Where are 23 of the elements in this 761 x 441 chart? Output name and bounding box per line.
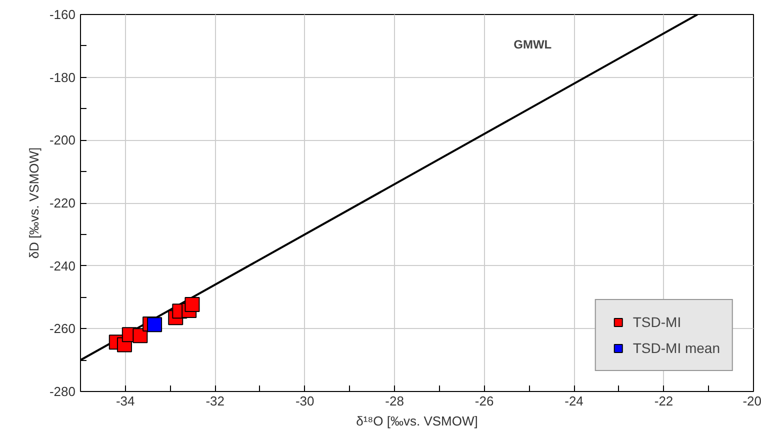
y-tick-label: -160 [49,7,76,22]
point [184,296,200,312]
y-axis-title: δD [‰vs. VSMOW] [26,147,42,259]
y-tick-label: -240 [49,258,76,274]
y-tick-label: -180 [49,70,76,85]
x-tick-label: -24 [564,394,584,408]
point [147,317,162,332]
x-tick-label: -20 [742,394,761,408]
x-tick-label: -28 [385,394,404,408]
x-tick-label: -32 [206,394,224,408]
y-tick-label: -260 [49,321,76,336]
y-tick-label: -200 [49,132,76,148]
legend-label: TSD-MI mean [632,340,720,356]
x-axis-title: δ¹⁸O [‰vs. VSMOW] [356,414,478,428]
legend-label: TSD-MI [632,314,682,330]
x-tick-label: -34 [116,394,135,408]
x-tick-label: -30 [295,394,314,408]
y-tick-label: -280 [49,384,76,399]
x-tick-label: -22 [654,394,674,408]
y-tick-label: -220 [49,196,76,210]
annotation: GMWL [514,38,552,52]
x-tick-label: -26 [474,394,494,408]
point [132,328,148,344]
